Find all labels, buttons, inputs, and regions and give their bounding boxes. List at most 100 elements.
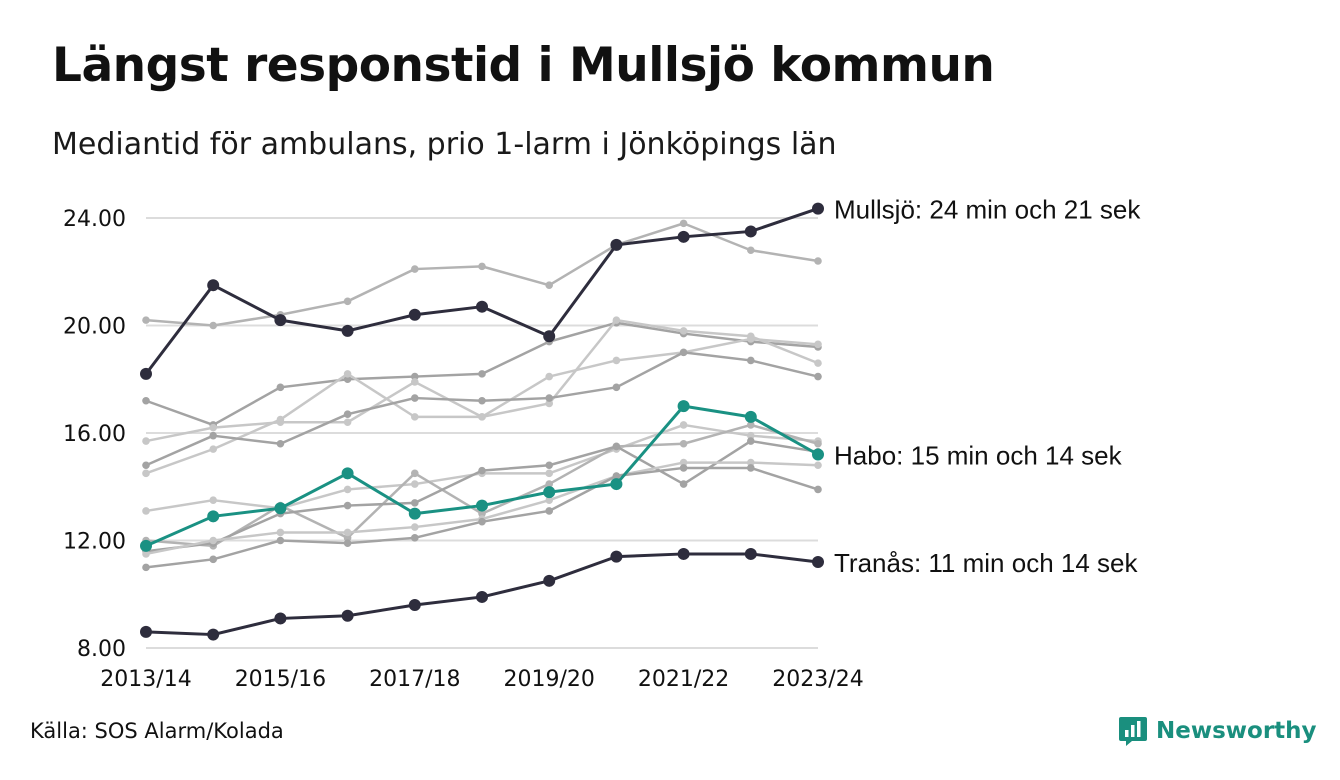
- series-0-point: [814, 257, 822, 265]
- series-9-point: [814, 485, 822, 494]
- series-mullsjö: [140, 202, 824, 380]
- series-habo-point: [812, 448, 824, 461]
- brand-name: Newsworthy: [1156, 718, 1317, 744]
- series-habo-point: [610, 478, 623, 491]
- series-1-point: [411, 372, 419, 381]
- x-axis-ticks: 2013/14 2015/16 2017/18 2019/20 2021/22 2023/…: [100, 667, 863, 692]
- series-9-point: [142, 563, 150, 572]
- series-0-point: [478, 262, 486, 271]
- series-3-point: [411, 413, 419, 421]
- series-9: [142, 464, 822, 572]
- end-labels: Mullsjö: 24 min och 21 sek Habo: 15 min o…: [834, 195, 1141, 578]
- x-tick-label: 2019/20: [503, 667, 594, 692]
- series-tranås-point: [140, 625, 152, 638]
- x-tick-label: 2015/16: [235, 667, 326, 692]
- series-5-point: [679, 421, 688, 429]
- series-tranås-point: [341, 609, 354, 622]
- series-6-point: [747, 421, 755, 429]
- series-4-point: [747, 356, 755, 365]
- series-0-point: [747, 246, 755, 255]
- series-2-point: [679, 327, 688, 335]
- series-1-point: [276, 383, 285, 392]
- series-0-point: [142, 316, 150, 324]
- series-mullsjö-point: [744, 225, 757, 238]
- series-habo-point: [543, 486, 556, 499]
- y-tick-label: 12.00: [63, 530, 126, 555]
- series-2: [142, 316, 822, 445]
- series-habo-point: [677, 400, 690, 413]
- series-8-point: [142, 550, 150, 558]
- series-9-point: [343, 539, 352, 547]
- series-5-point: [411, 480, 419, 488]
- series-6-point: [343, 534, 352, 542]
- series-4-point: [478, 396, 486, 405]
- series-4-point: [679, 348, 688, 357]
- series-3-point: [478, 413, 486, 421]
- series-3-point: [747, 335, 755, 343]
- series-1-point: [142, 396, 150, 405]
- series-7-point: [411, 499, 419, 507]
- series-3-point: [343, 370, 352, 378]
- series-6-point: [814, 439, 822, 448]
- source-note: Källa: SOS Alarm/Kolada: [30, 719, 284, 743]
- series-habo-point: [744, 410, 757, 423]
- series-tranås-point: [408, 599, 421, 611]
- series-5-point: [747, 431, 755, 440]
- series-9-point: [747, 464, 755, 472]
- series-8-point: [747, 458, 755, 467]
- series-5-point: [545, 469, 553, 478]
- y-axis-ticks: 8.00 12.00 16.00 20.00 24.00: [63, 207, 126, 662]
- series-0: [142, 219, 822, 330]
- series-2-point: [209, 423, 217, 432]
- series-2-point: [814, 359, 822, 367]
- series-3-point: [612, 356, 621, 365]
- series-mullsjö-point: [408, 308, 421, 321]
- series-7-point: [612, 442, 621, 451]
- series-2-point: [411, 378, 419, 386]
- series-7-point: [679, 480, 688, 488]
- series-3: [142, 335, 822, 478]
- series-tranås-point: [476, 590, 488, 603]
- series-8-point: [814, 461, 822, 470]
- x-tick-label: 2013/14: [100, 667, 191, 692]
- series-3-point: [142, 469, 150, 478]
- series-1-point: [343, 375, 352, 384]
- series-8-point: [411, 523, 419, 531]
- series-8-point: [276, 528, 285, 537]
- series-mullsjö-point: [207, 279, 220, 292]
- series-mullsjö-point: [476, 300, 488, 313]
- series-mullsjö-point: [140, 367, 152, 380]
- series-9-point: [478, 517, 486, 526]
- series-2-point: [343, 418, 352, 427]
- series-9-point: [679, 464, 688, 472]
- series-0-point: [343, 297, 352, 306]
- series-5-point: [142, 507, 150, 515]
- series-5-point: [343, 485, 352, 494]
- series-mullsjö-line: [144, 207, 820, 376]
- series-4-point: [276, 439, 285, 448]
- series-0-point: [209, 321, 217, 330]
- x-tick-label: 2023/24: [772, 667, 863, 692]
- end-label-tranås: Tranås: 11 min och 14 sek: [834, 548, 1138, 578]
- end-label-habo: Habo: 15 min och 14 sek: [834, 441, 1123, 471]
- series-0-point: [545, 281, 553, 289]
- series-4-point: [209, 431, 217, 440]
- series-8-point: [343, 528, 352, 537]
- series-mullsjö-point: [543, 330, 556, 343]
- series-tranås-point: [812, 556, 824, 568]
- series-mullsjö-point: [677, 230, 690, 243]
- y-tick-label: 24.00: [63, 207, 126, 232]
- series-tranås-point: [543, 574, 556, 587]
- series-3-point: [814, 340, 822, 349]
- series-lines: [140, 202, 824, 641]
- series-1-point: [478, 370, 486, 378]
- series-habo-point: [341, 467, 354, 480]
- series-4-point: [343, 410, 352, 418]
- series-7-point: [747, 437, 755, 445]
- series-8-point: [209, 536, 217, 545]
- series-mullsjö-point: [274, 314, 287, 327]
- series-mullsjö-point: [341, 324, 354, 337]
- series-2-point: [545, 399, 553, 408]
- series-tranås-point: [610, 550, 623, 563]
